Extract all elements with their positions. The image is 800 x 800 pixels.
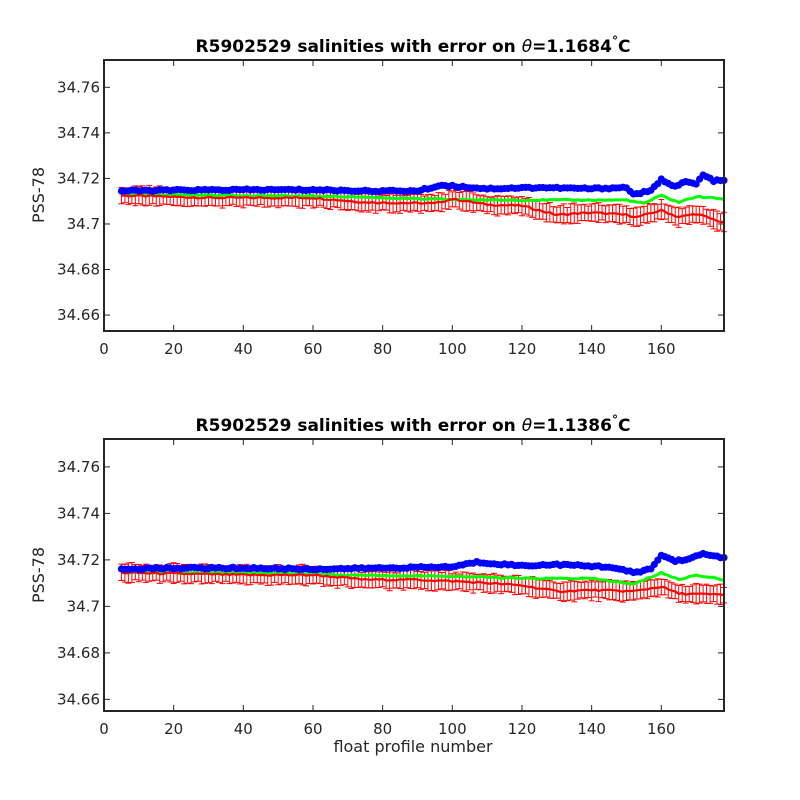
green-series-line <box>121 192 725 205</box>
x-tick-label: 20 <box>164 720 183 738</box>
top-salinity-panel: R5902529 salinities with error on θ=1.16… <box>29 34 728 358</box>
y-tick-label: 34.74 <box>57 124 100 142</box>
x-tick-label: 140 <box>577 340 606 358</box>
y-tick-label: 34.68 <box>57 644 100 662</box>
x-tick-label: 40 <box>234 720 253 738</box>
y-tick-label: 34.76 <box>57 78 100 96</box>
y-tick-label: 34.74 <box>57 504 100 522</box>
y-tick-label: 34.72 <box>57 551 100 569</box>
axes-box <box>103 59 725 332</box>
axes-box <box>103 438 725 712</box>
bottom-y-axis-label: PSS-78 <box>29 547 48 603</box>
x-tick-label: 160 <box>647 340 676 358</box>
bottom-chart-title: R5902529 salinities with error on θ=1.13… <box>196 413 631 436</box>
x-tick-label: 120 <box>508 720 537 738</box>
x-tick-label: 0 <box>99 720 109 738</box>
y-tick-label: 34.72 <box>57 169 100 187</box>
x-tick-label: 60 <box>303 340 322 358</box>
top-chart-title: R5902529 salinities with error on θ=1.16… <box>196 34 631 57</box>
x-tick-label: 120 <box>508 340 537 358</box>
y-tick-label: 34.68 <box>57 261 100 279</box>
x-tick-label: 60 <box>303 720 322 738</box>
red-series-line <box>121 194 725 224</box>
x-tick-label: 80 <box>373 340 392 358</box>
blue-data-point <box>692 180 700 188</box>
red-series-line <box>121 571 725 597</box>
y-tick-label: 34.66 <box>57 306 100 324</box>
x-tick-label: 80 <box>373 720 392 738</box>
x-tick-label: 160 <box>647 720 676 738</box>
y-tick-label: 34.66 <box>57 690 100 708</box>
y-tick-label: 34.7 <box>67 597 100 615</box>
x-tick-label: 140 <box>577 720 606 738</box>
y-tick-label: 34.7 <box>67 215 100 233</box>
y-tick-label: 34.76 <box>57 458 100 476</box>
green-series-line <box>121 570 725 586</box>
bottom-salinity-panel: R5902529 salinities with error on θ=1.13… <box>29 413 728 756</box>
x-tick-label: 100 <box>438 340 467 358</box>
blue-series-markers <box>117 171 728 198</box>
x-axis-label: float profile number <box>333 737 493 756</box>
x-tick-label: 20 <box>164 340 183 358</box>
top-y-axis-label: PSS-78 <box>29 167 48 223</box>
x-tick-label: 100 <box>438 720 467 738</box>
blue-series-markers <box>117 549 728 577</box>
x-tick-label: 40 <box>234 340 253 358</box>
x-tick-label: 0 <box>99 340 109 358</box>
